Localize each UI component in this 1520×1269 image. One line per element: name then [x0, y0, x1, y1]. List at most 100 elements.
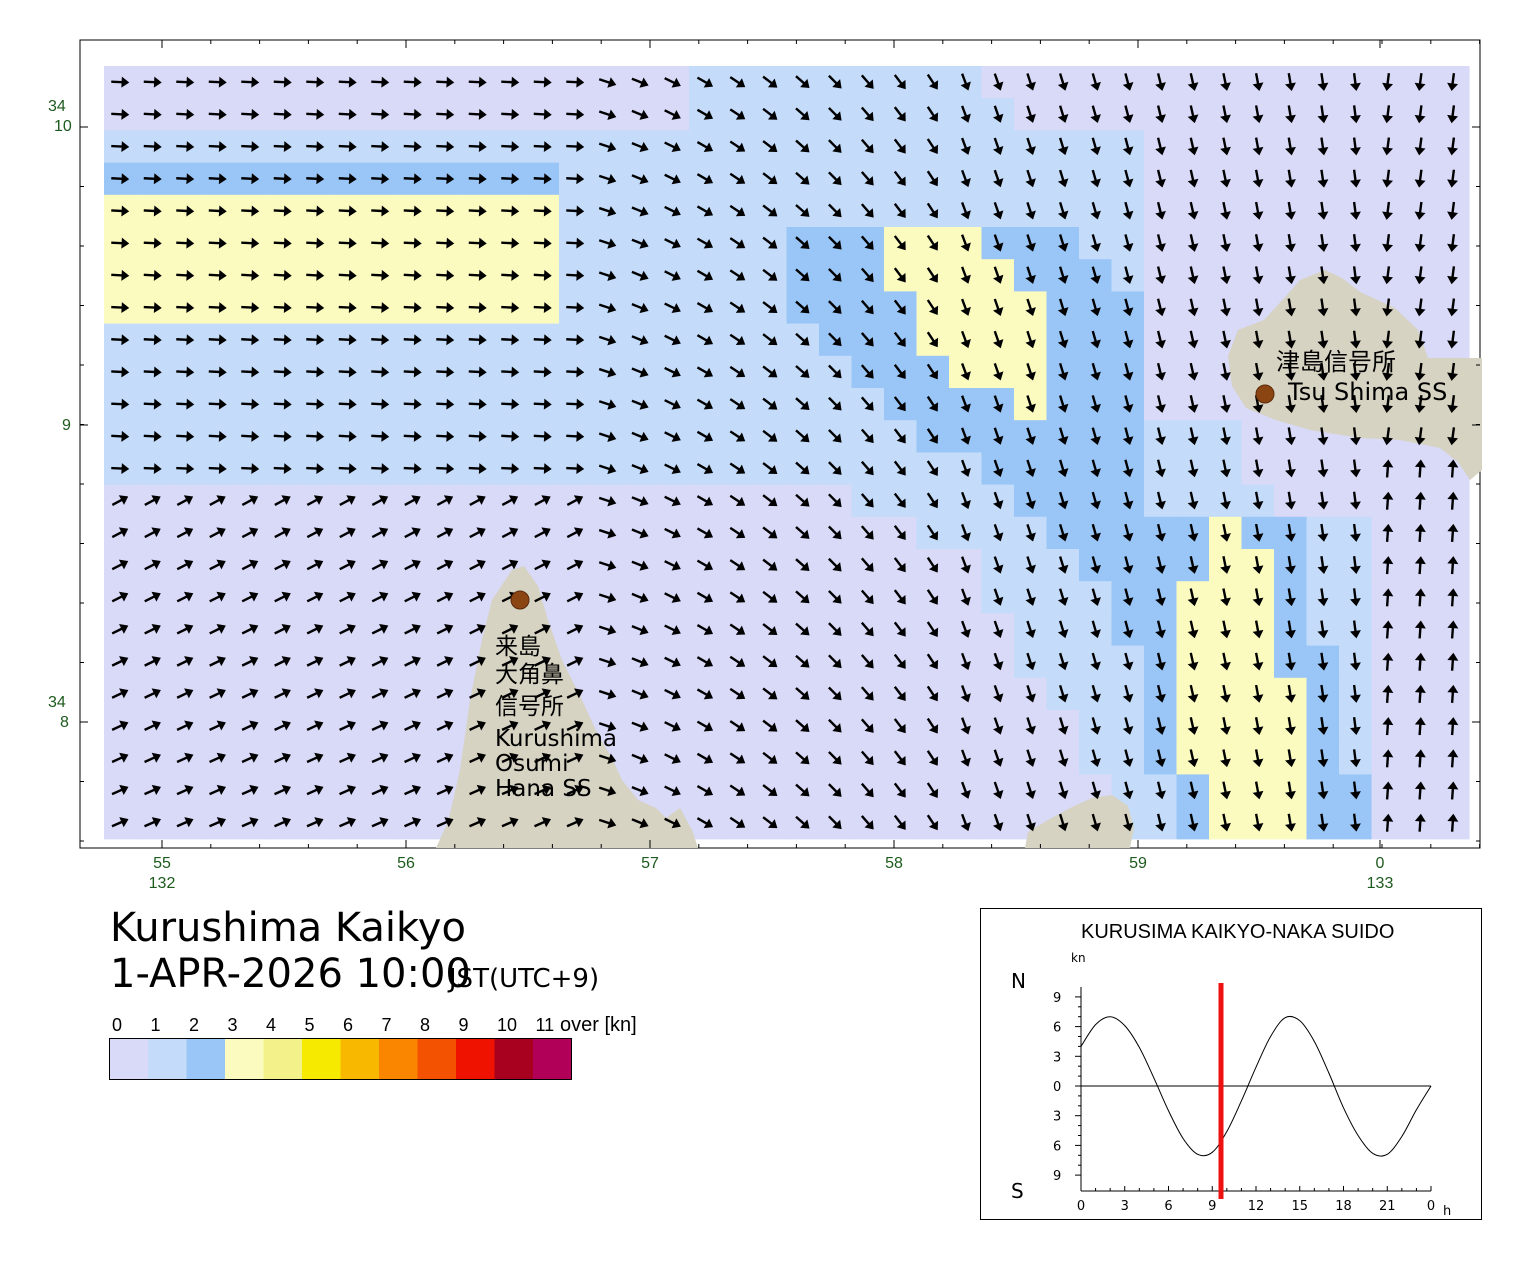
current-vector	[828, 139, 842, 153]
current-vector	[208, 76, 227, 88]
current-vector	[338, 205, 357, 217]
current-vector	[1252, 201, 1264, 220]
current-vector	[1057, 813, 1069, 832]
current-vector	[762, 751, 778, 764]
current-vector	[1252, 330, 1264, 349]
current-vector	[960, 105, 971, 123]
current-vector	[860, 267, 874, 283]
current-vector	[371, 141, 390, 153]
current-vector	[1285, 362, 1296, 381]
current-vector	[762, 590, 778, 603]
current-vector	[860, 171, 874, 186]
current-vector	[111, 527, 129, 539]
current-vector	[1285, 266, 1296, 285]
current-vector	[534, 495, 551, 507]
current-vector	[960, 330, 971, 349]
current-vector	[598, 109, 617, 120]
current-vector	[729, 720, 746, 732]
current-vector	[960, 813, 971, 832]
current-vector	[274, 591, 291, 603]
current-vector	[631, 818, 649, 829]
current-vector	[306, 463, 325, 475]
tide-x-tick: 18	[1335, 1199, 1352, 1214]
current-vector	[631, 206, 649, 217]
current-vector	[1317, 556, 1329, 575]
current-vector	[176, 398, 195, 410]
current-vector	[1122, 781, 1134, 800]
legend-swatch	[379, 1038, 418, 1080]
tide-x-tick: 3	[1121, 1199, 1129, 1214]
current-vector	[1122, 523, 1134, 542]
current-vector	[926, 782, 939, 799]
current-vector	[566, 205, 585, 217]
current-vector	[696, 76, 714, 88]
current-vector	[501, 495, 519, 507]
current-vector	[893, 396, 906, 412]
current-vector	[926, 750, 939, 766]
current-vector	[1187, 781, 1199, 800]
current-vector	[468, 366, 487, 378]
current-vector	[111, 398, 130, 410]
current-vector	[209, 591, 226, 603]
current-vector	[404, 817, 422, 828]
current-vector	[209, 817, 227, 828]
current-vector	[860, 654, 874, 669]
current-vector	[1025, 73, 1036, 91]
current-vector	[860, 396, 874, 411]
current-vector	[696, 559, 714, 571]
current-vector	[274, 720, 291, 731]
current-vector	[306, 688, 324, 699]
current-vector	[828, 751, 842, 765]
current-vector	[1349, 330, 1361, 349]
current-vector	[306, 366, 325, 378]
current-vector	[1317, 459, 1329, 478]
current-vector	[1090, 813, 1101, 832]
current-vector	[1155, 330, 1166, 349]
current-vector	[241, 108, 260, 120]
current-vector	[631, 238, 649, 249]
current-vector	[208, 205, 227, 217]
current-vector	[762, 333, 778, 346]
legend-tick-label: 6	[343, 1015, 353, 1035]
current-vector	[860, 138, 874, 154]
current-vector	[1414, 298, 1426, 317]
current-vector	[403, 463, 422, 475]
current-vector	[533, 430, 552, 442]
current-vector	[960, 588, 971, 606]
legend-tick-label: 5	[305, 1015, 315, 1035]
current-vector	[1187, 266, 1199, 285]
current-vector	[371, 430, 390, 442]
current-vector	[306, 784, 324, 796]
current-vector	[111, 173, 130, 185]
current-vector	[664, 270, 681, 281]
current-vector	[1382, 362, 1394, 381]
current-vector	[1122, 620, 1134, 639]
current-vector	[273, 141, 292, 153]
current-vector	[1349, 234, 1361, 253]
current-vector	[241, 784, 259, 796]
current-vector	[631, 753, 649, 764]
current-vector	[1057, 105, 1069, 123]
current-vector	[631, 560, 649, 571]
current-vector	[1057, 491, 1069, 510]
current-vector	[795, 397, 810, 411]
current-vector	[501, 430, 520, 442]
current-vector	[1057, 459, 1069, 478]
current-vector	[1382, 652, 1394, 671]
current-vector	[403, 141, 422, 153]
current-vector	[664, 431, 681, 442]
current-vector	[306, 752, 324, 764]
current-vector	[111, 688, 129, 699]
current-vector	[926, 138, 939, 155]
current-vector	[501, 720, 519, 731]
current-vector	[338, 108, 357, 120]
current-vector	[860, 299, 874, 315]
current-vector	[1155, 73, 1166, 91]
current-vector	[404, 688, 421, 699]
current-vector	[241, 173, 260, 185]
current-vector	[501, 366, 520, 378]
north-label: N	[1011, 969, 1026, 993]
current-vector	[993, 298, 1004, 316]
current-vector	[1057, 652, 1069, 671]
current-vector	[1252, 427, 1264, 446]
